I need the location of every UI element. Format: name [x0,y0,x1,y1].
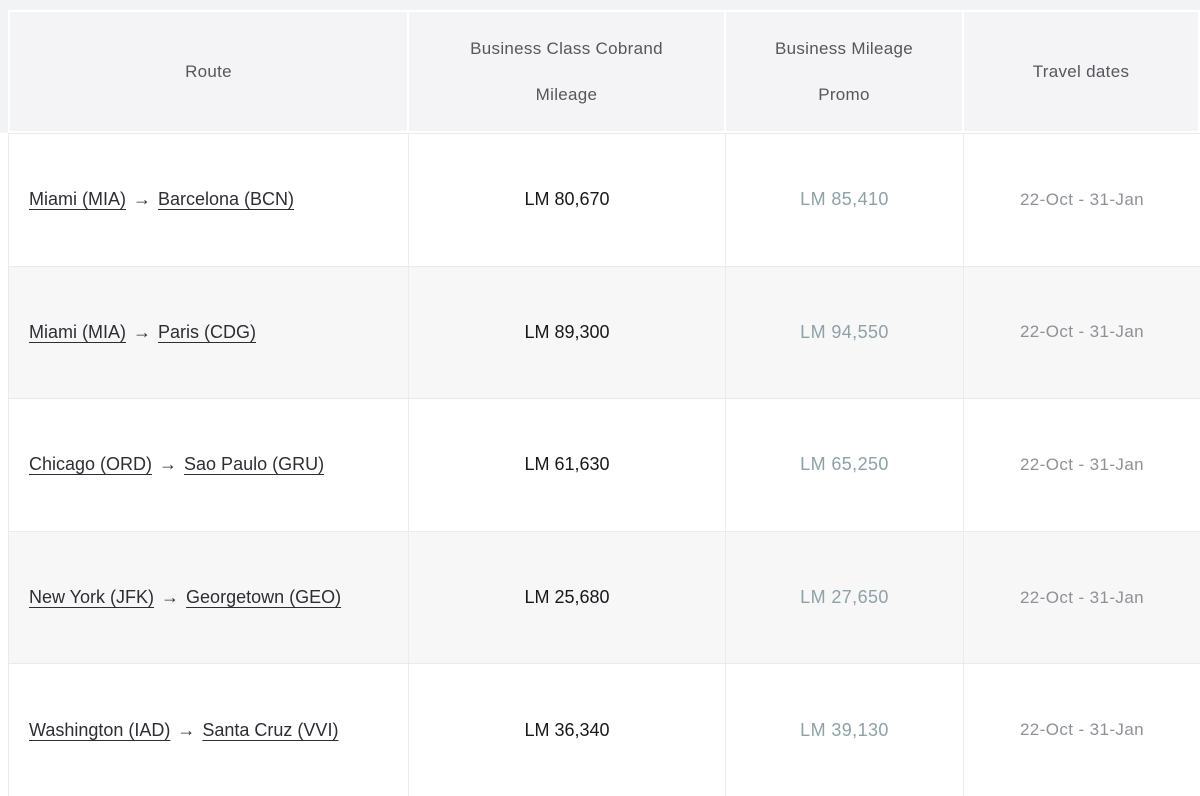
cobrand-mileage-value: LM 25,680 [408,531,725,664]
table-row: Washington (IAD) → Santa Cruz (VVI) LM 36,… [9,663,1200,796]
column-header-route: Route [10,12,407,131]
route-link[interactable]: Miami (MIA) → Barcelona (BCN) [29,189,294,210]
column-header-label: Promo [818,84,870,104]
route-origin: Chicago (ORD) [29,454,153,475]
table-row: New York (JFK) → Georgetown (GEO) LM 25,68… [9,530,1200,664]
table-row: Miami (MIA) → Paris (CDG) LM 89,300 LM 94,… [9,265,1200,399]
right-arrow-icon: → [159,454,178,475]
travel-dates-value: 22-Oct - 31-Jan [963,664,1200,796]
travel-dates-value: 22-Oct - 31-Jan [963,531,1200,664]
route-link[interactable]: Washington (IAD) → Santa Cruz (VVI) [29,720,338,741]
promo-mileage-value: LM 85,410 [725,134,963,266]
column-header-label: Business Mileage [774,38,914,58]
column-header-cobrand-mileage: Business Class Cobrand Mileage [409,12,724,131]
column-header-label: Travel dates [1032,61,1130,81]
route-cell: New York (JFK) → Georgetown (GEO) [9,532,408,664]
column-header-label: Route [185,61,232,81]
promo-mileage-value: LM 65,250 [725,399,963,531]
column-header-label: Mileage [535,84,598,104]
route-cell: Miami (MIA) → Paris (CDG) [9,267,408,399]
table-row: Miami (MIA) → Barcelona (BCN) LM 80,670 LM… [9,133,1200,266]
route-origin: New York (JFK) [29,587,155,608]
route-link[interactable]: New York (JFK) → Georgetown (GEO) [29,587,341,608]
right-arrow-icon: → [133,189,151,210]
route-destination: Sao Paulo (GRU) [184,454,325,475]
travel-dates-value: 22-Oct - 31-Jan [963,134,1200,266]
promo-mileage-value: LM 27,650 [725,531,963,664]
route-cell: Washington (IAD) → Santa Cruz (VVI) [9,664,408,796]
route-destination: Santa Cruz (VVI) [202,719,339,740]
route-origin: Miami (MIA) [29,321,126,342]
route-origin: Miami (MIA) [29,189,126,210]
route-destination: Georgetown (GEO) [186,587,342,608]
award-mileage-table: Route Business Class Cobrand Mileage Bus… [8,10,1200,796]
route-destination: Barcelona (BCN) [158,189,295,210]
route-link[interactable]: Miami (MIA) → Paris (CDG) [29,322,256,343]
column-header-travel-dates: Travel dates [964,12,1198,131]
promo-mileage-value: LM 39,130 [725,664,963,796]
column-header-label: Business Class Cobrand [470,38,663,58]
travel-dates-value: 22-Oct - 31-Jan [963,399,1200,531]
table-body: Miami (MIA) → Barcelona (BCN) LM 80,670 LM… [8,133,1200,796]
right-arrow-icon: → [161,587,180,608]
table-header-row: Route Business Class Cobrand Mileage Bus… [8,10,1200,133]
right-arrow-icon: → [177,719,196,740]
route-cell: Chicago (ORD) → Sao Paulo (GRU) [9,399,408,531]
route-destination: Paris (CDG) [158,321,256,342]
table-row: Chicago (ORD) → Sao Paulo (GRU) LM 61,630 … [9,398,1200,531]
right-arrow-icon: → [133,321,151,342]
route-link[interactable]: Chicago (ORD) → Sao Paulo (GRU) [29,454,324,475]
cobrand-mileage-value: LM 89,300 [408,266,725,399]
route-origin: Washington (IAD) [29,719,171,740]
cobrand-mileage-value: LM 80,670 [408,134,725,266]
column-header-promo-mileage: Business Mileage Promo [726,12,962,131]
promo-mileage-value: LM 94,550 [725,266,963,399]
route-cell: Miami (MIA) → Barcelona (BCN) [9,134,408,266]
cobrand-mileage-value: LM 61,630 [408,399,725,531]
travel-dates-value: 22-Oct - 31-Jan [963,266,1200,399]
cobrand-mileage-value: LM 36,340 [408,664,725,796]
